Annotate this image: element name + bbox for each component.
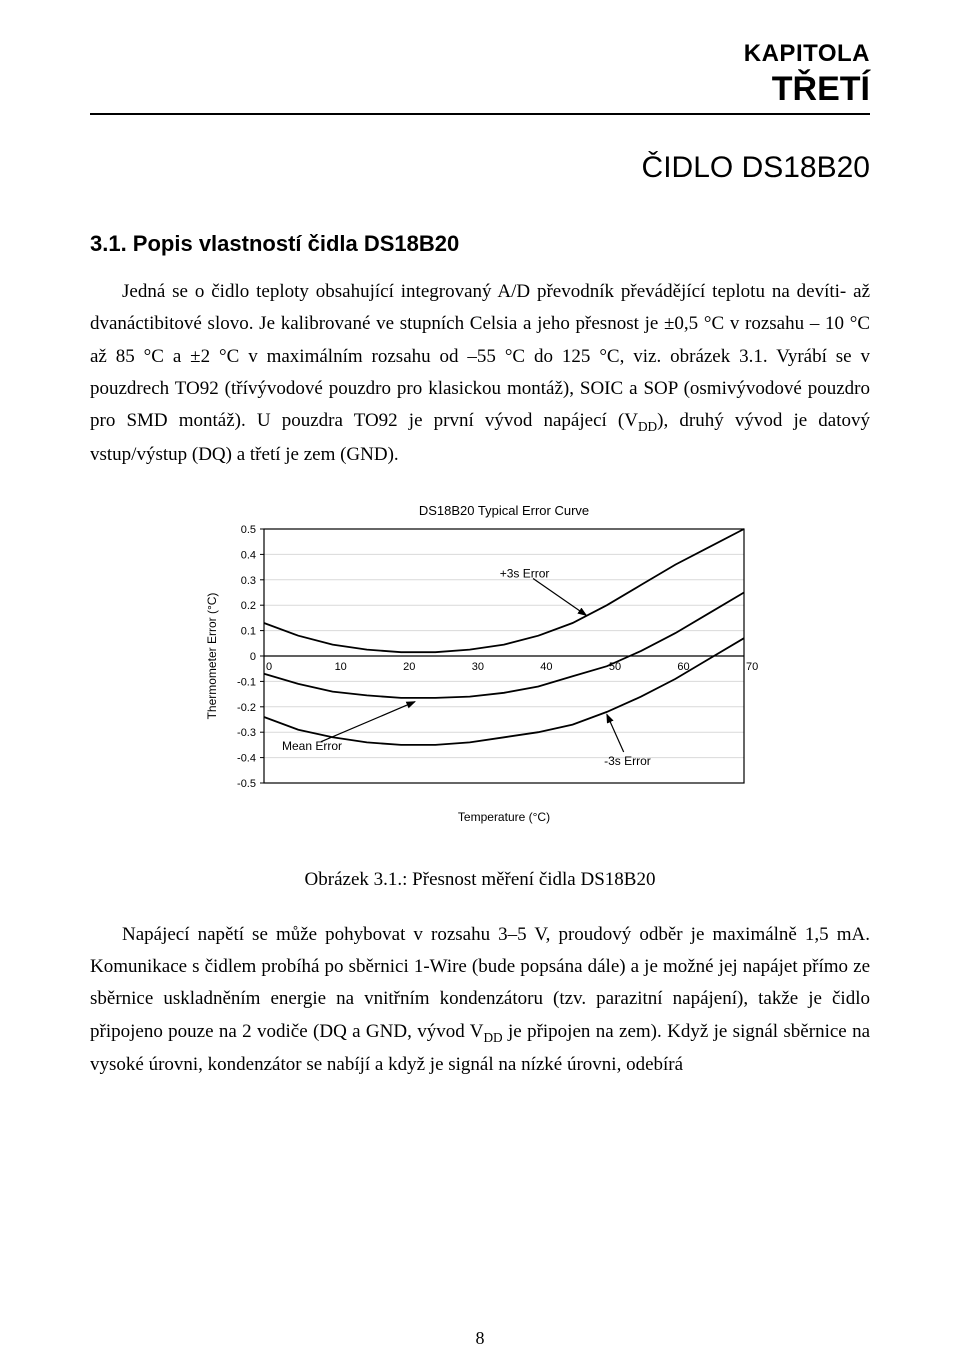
svg-text:-3s Error: -3s Error (604, 754, 651, 768)
svg-text:DS18B20 Typical Error Curve: DS18B20 Typical Error Curve (419, 503, 589, 518)
svg-text:0.2: 0.2 (241, 600, 256, 612)
chapter-header: KAPITOLA TŘETÍ (90, 40, 870, 115)
figure-block: DS18B20 Typical Error Curve -0.5 -0.4 -0.3 -… (90, 499, 870, 829)
main-title: ČIDLO DS18B20 (90, 151, 870, 185)
svg-text:0: 0 (250, 651, 256, 663)
svg-text:-0.1: -0.1 (237, 676, 256, 688)
figure-caption: Obrázek 3.1.: Přesnost měření čidla DS18… (90, 869, 870, 891)
error-curve-chart: DS18B20 Typical Error Curve -0.5 -0.4 -0.3 -… (200, 499, 760, 829)
chapter-treti: TŘETÍ (90, 70, 870, 115)
svg-text:-0.3: -0.3 (237, 727, 256, 739)
para2-sub: DD (483, 1030, 502, 1045)
section-title: 3.1. Popis vlastností čidla DS18B20 (90, 231, 870, 257)
para1-sub: DD (638, 419, 657, 434)
svg-text:0.1: 0.1 (241, 625, 256, 637)
svg-text:-0.2: -0.2 (237, 702, 256, 714)
para1-text-a: Jedná se o čidlo teploty obsahující inte… (90, 281, 870, 431)
svg-text:0.5: 0.5 (241, 524, 256, 536)
svg-text:-0.5: -0.5 (237, 778, 256, 790)
svg-text:20: 20 (403, 661, 415, 673)
svg-text:30: 30 (472, 661, 484, 673)
svg-text:70: 70 (746, 661, 758, 673)
svg-text:0.4: 0.4 (241, 549, 256, 561)
svg-text:Mean Error: Mean Error (282, 739, 342, 753)
chapter-kapitola: KAPITOLA (90, 40, 870, 68)
svg-text:0.3: 0.3 (241, 575, 256, 587)
paragraph-1: Jedná se o čidlo teploty obsahující inte… (90, 276, 870, 471)
svg-text:10: 10 (335, 661, 347, 673)
paragraph-2: Napájecí napětí se může pohybovat v rozs… (90, 919, 870, 1082)
page: KAPITOLA TŘETÍ ČIDLO DS18B20 3.1. Popis … (0, 0, 960, 1367)
svg-text:+3s Error: +3s Error (500, 566, 550, 580)
svg-text:-0.4: -0.4 (237, 752, 256, 764)
svg-text:40: 40 (540, 661, 552, 673)
page-number: 8 (0, 1328, 960, 1349)
svg-text:0: 0 (266, 661, 272, 673)
svg-text:Thermometer Error (°C): Thermometer Error (°C) (205, 592, 219, 719)
svg-text:Temperature (°C): Temperature (°C) (458, 810, 550, 824)
